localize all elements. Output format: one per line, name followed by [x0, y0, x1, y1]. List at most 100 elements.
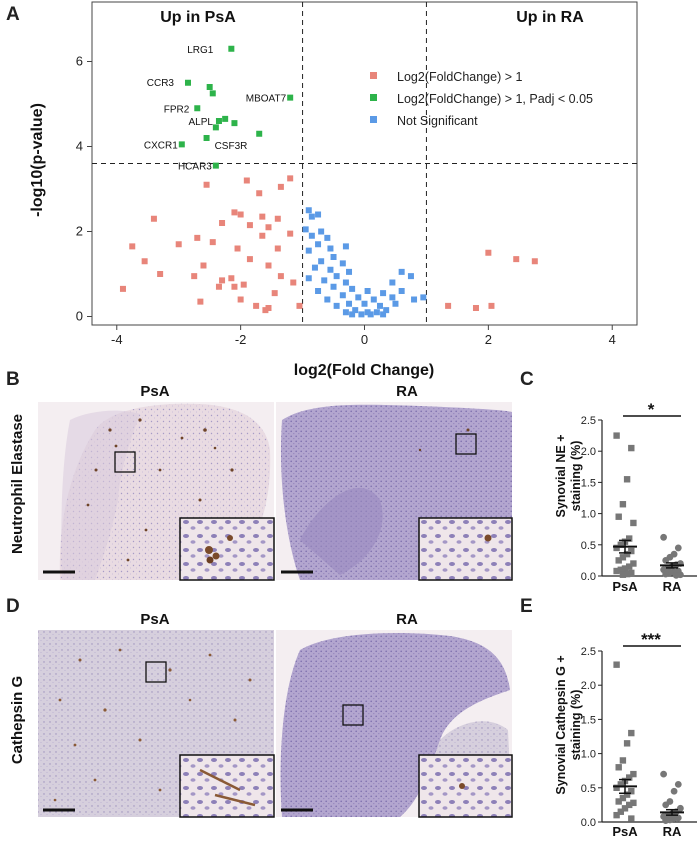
data-point-psa [626, 774, 633, 781]
volcano-point-ns [392, 300, 399, 307]
volcano-point-padj [212, 162, 219, 169]
zoom-region-box [342, 704, 364, 726]
data-point-ra [674, 544, 682, 552]
volcano-point-fc [256, 190, 263, 197]
x-tick-label: 2 [485, 332, 492, 347]
volcano-point-padj [209, 90, 216, 97]
data-point-psa [619, 554, 627, 561]
data-point-ra [662, 557, 670, 564]
volcano-point-ns [311, 264, 318, 271]
data-point-psa [630, 770, 637, 778]
dotplot-e-ylabel-line2: staining (%) [569, 690, 583, 761]
volcano-point-ns [367, 311, 374, 318]
data-point-psa [623, 476, 631, 483]
volcano-point-fc [194, 234, 201, 241]
volcano-point-fc [265, 262, 272, 269]
volcano-point-fc [237, 211, 244, 218]
volcano-point-fc [246, 222, 253, 229]
column-label-psa-b: PsA [140, 383, 169, 400]
dotplot-c-group-labels: PsA RA [612, 579, 682, 594]
data-point-ra [662, 570, 670, 578]
volcano-point-padj [194, 105, 201, 112]
volcano-point-ns [355, 294, 362, 301]
column-label-ra-d: RA [396, 611, 418, 628]
volcano-point-fc [175, 241, 182, 248]
volcano-point-ns [339, 292, 346, 299]
volcano-point-fc [277, 183, 284, 190]
y-tick-label: 1.0 [581, 509, 596, 521]
region-label-left: Up in PsA [160, 9, 236, 26]
volcano-point-ns [349, 285, 356, 292]
volcano-point-fc [234, 245, 241, 252]
data-point-psa [617, 781, 624, 788]
significance-star: * [648, 400, 655, 419]
volcano-point-padj [215, 118, 222, 124]
data-point-psa [630, 560, 637, 567]
data-point-psa [613, 544, 620, 552]
y-tick-label: 2.5 [581, 415, 596, 427]
volcano-point-ns [308, 232, 315, 239]
data-point-psa [613, 784, 620, 791]
data-point-psa [630, 799, 637, 807]
data-point-psa [615, 798, 622, 805]
volcano-point-ns [333, 273, 340, 280]
volcano-point-ns [373, 309, 380, 316]
legend-swatch-ns [370, 116, 377, 123]
data-point-psa [619, 501, 627, 508]
dotplot-c-axis: 0.0 0.5 1.0 1.5 2.0 2.5 [581, 415, 697, 583]
volcano-point-fc [209, 239, 216, 246]
group-label-ra: RA [663, 579, 682, 594]
y-axis-ticks: 0 2 4 6 [76, 54, 92, 324]
gene-label-fpr2: FPR2 [164, 104, 190, 115]
volcano-point-fc [531, 258, 538, 265]
dotplot-c-ylabel-line2: staining (%) [569, 441, 583, 512]
volcano-point-ns [370, 296, 377, 303]
y-tick-label: 2.0 [581, 446, 596, 458]
column-label-psa-d: PsA [140, 611, 169, 628]
volcano-point-padj [178, 141, 185, 148]
volcano-point-fc [215, 283, 222, 290]
volcano-point-ns [389, 279, 396, 286]
data-point-psa [617, 566, 624, 573]
volcano-point-ns [318, 258, 325, 265]
volcano-point-ns [327, 266, 334, 273]
volcano-point-ns [302, 226, 309, 233]
zoom-inset [179, 517, 275, 581]
x-axis-label: log2(Fold Change) [294, 362, 434, 379]
volcano-point-ns [352, 307, 359, 314]
volcano-point-ns [315, 211, 322, 218]
volcano-point-padj [212, 124, 219, 131]
zoom-region-box [114, 451, 136, 473]
data-point-psa [617, 808, 624, 815]
volcano-point-ns [318, 228, 325, 235]
data-point-ra [670, 787, 678, 795]
volcano-point-ns [389, 294, 396, 301]
volcano-point-ns [346, 268, 353, 275]
data-point-psa [613, 811, 620, 819]
volcano-point-fc [200, 262, 207, 269]
y-tick-label: 1.0 [581, 749, 596, 761]
data-point-psa [628, 729, 635, 737]
zoom-inset [179, 754, 275, 818]
volcano-plot: Up in PsA Up in RA -4 -2 0 2 4 0 2 4 6 LRG1 CCR3… [29, 1, 638, 379]
data-point-ra [662, 817, 670, 825]
data-point-psa [623, 550, 631, 558]
volcano-point-fc [237, 296, 244, 303]
volcano-point-fc [259, 232, 266, 239]
row-label-neutrophil-elastase: Neutrophil Elastase [9, 414, 26, 554]
data-point-ra [660, 533, 667, 541]
data-point-psa [613, 432, 620, 439]
volcano-point-ns [324, 296, 331, 303]
volcano-point-fc [277, 273, 284, 280]
group-label-psa: PsA [612, 824, 638, 839]
dotplot-e-ylabel-line1: Synovial Cathepsin G + [554, 655, 568, 794]
panel-label-a: A [6, 4, 20, 25]
gene-label-alpl: ALPL [188, 117, 213, 128]
volcano-point-ns [315, 288, 322, 294]
gene-label-ccr3: CCR3 [147, 78, 175, 89]
data-point-psa [619, 571, 627, 578]
panel-label-d: D [6, 596, 20, 617]
y-tick-label: 1.5 [581, 477, 596, 489]
gene-label-lrg1: LRG1 [187, 45, 214, 56]
volcano-point-ns [305, 207, 312, 214]
